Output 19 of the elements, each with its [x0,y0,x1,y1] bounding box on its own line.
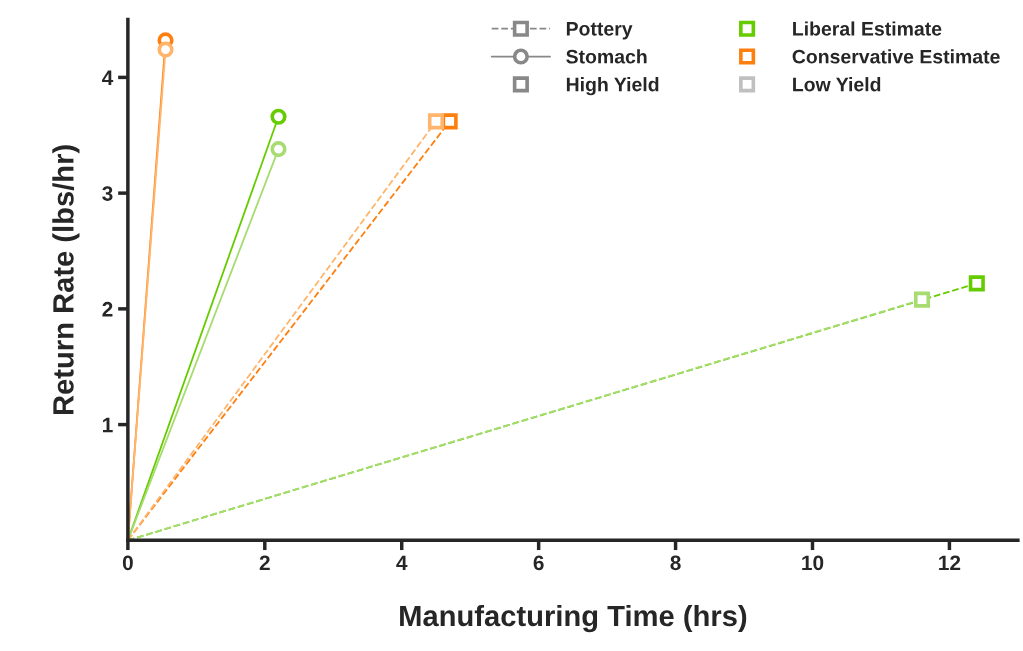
y-tick-label: 1 [103,417,113,433]
legend-label: Low Yield [793,77,881,92]
x-tick-label: 0 [122,555,133,571]
x-axis-title: Manufacturing Time (hrs) [400,604,747,633]
y-tick-label: 3 [102,186,113,201]
y-tick-label: 2 [102,301,113,317]
legend-label: Stomach [566,49,647,64]
x-tick-label: 6 [533,555,544,571]
y-axis-title: Return Rate (lbs/hr) [52,145,80,415]
x-tick-label: 12 [939,555,961,571]
legend-label: Liberal Estimate [793,21,942,36]
legend-label: Conservative Estimate [792,49,1000,64]
x-tick-label: 4 [396,555,408,571]
legend-label: High Yield [566,77,659,96]
x-tick-label: 10 [802,555,824,571]
x-tick-label: 8 [670,555,681,571]
x-tick-label: 2 [259,555,270,571]
legend-label: Pottery [566,22,633,40]
y-tick-label: 4 [102,70,114,85]
